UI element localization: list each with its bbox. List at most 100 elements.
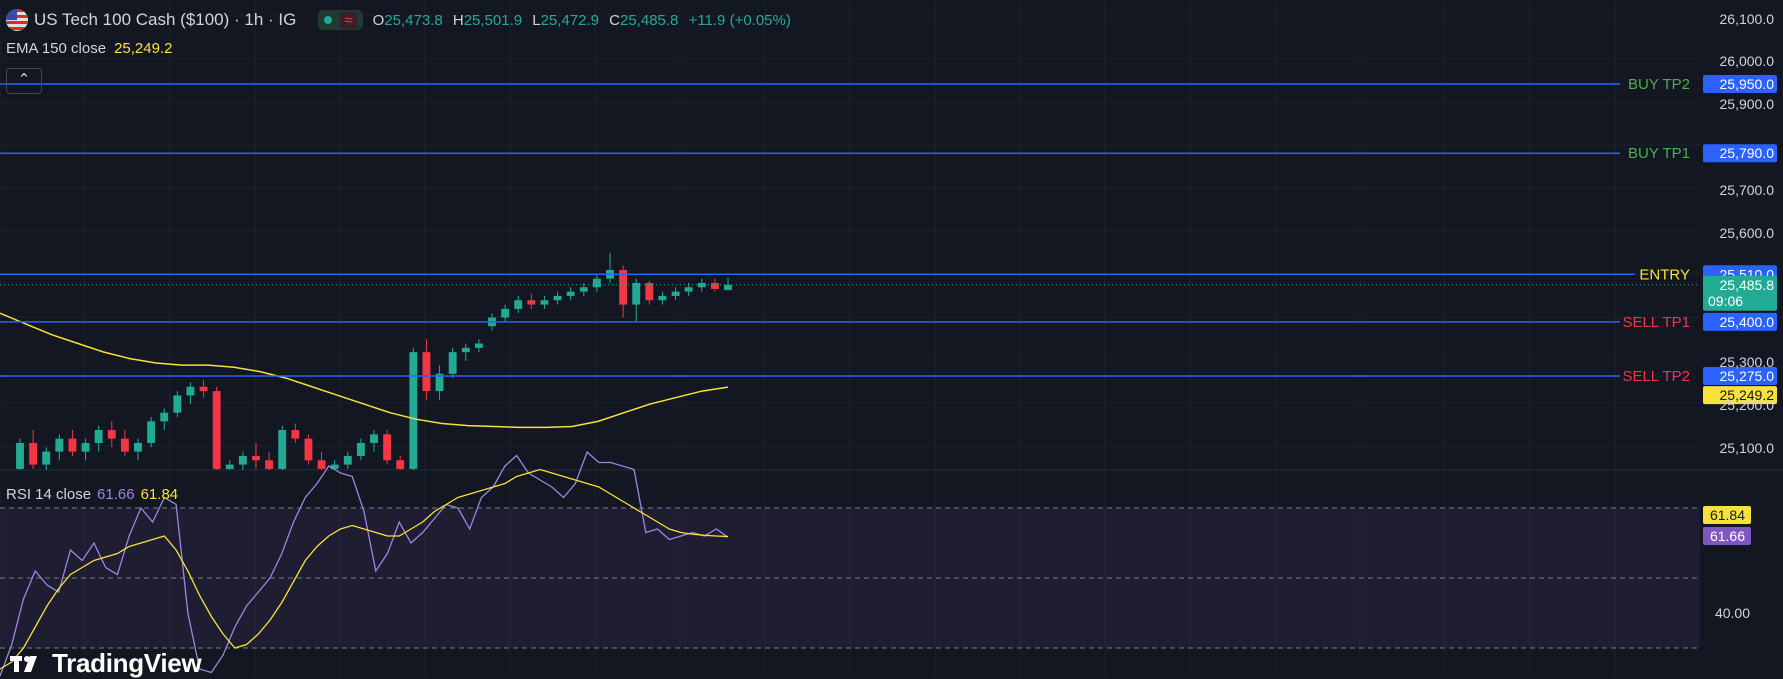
countdown-label: 09:06 bbox=[1708, 293, 1743, 309]
collapse-legend-button[interactable]: ⌃ bbox=[6, 68, 42, 94]
wave-icon: ≈ bbox=[340, 11, 357, 29]
brand-name: TradingView bbox=[52, 648, 202, 678]
price-axis-tick: 25,300.0 bbox=[1720, 354, 1775, 370]
candle-body bbox=[514, 300, 523, 309]
rsi-value-tag-label: 61.84 bbox=[1710, 507, 1745, 523]
candle-body bbox=[225, 464, 234, 469]
candle-body bbox=[645, 282, 654, 301]
rsi-value: 61.66 bbox=[97, 486, 135, 503]
candle-body bbox=[370, 434, 378, 443]
price-axis-tick: 25,100.0 bbox=[1720, 440, 1775, 456]
candle-body bbox=[396, 460, 405, 469]
candle-body bbox=[527, 300, 536, 305]
candle-body bbox=[265, 460, 274, 469]
candle-body bbox=[409, 352, 418, 469]
candle-body bbox=[291, 430, 300, 439]
candle-body bbox=[68, 438, 77, 452]
ema-legend[interactable]: EMA 150 close 25,249.2 bbox=[6, 40, 172, 57]
candle-body bbox=[94, 430, 103, 443]
candle-body bbox=[278, 430, 287, 469]
price-tag bbox=[1703, 366, 1777, 385]
candles-group bbox=[16, 252, 732, 470]
market-open-dot-icon bbox=[324, 16, 333, 24]
candle-body bbox=[383, 434, 392, 461]
candle-body bbox=[55, 438, 64, 452]
candle-body bbox=[435, 373, 444, 392]
candle-body bbox=[107, 430, 116, 439]
symbol-header: US Tech 100 Cash ($100) · 1h · IG ≈ O25,… bbox=[6, 9, 791, 31]
ohlc-high: 25,501.9 bbox=[463, 11, 523, 29]
price-tag-label: 25,790.0 bbox=[1720, 145, 1775, 161]
ohlc-change: +11.9 (+0.05%) bbox=[688, 11, 791, 29]
ohlc-close: 25,485.8 bbox=[620, 11, 679, 29]
candle-body bbox=[540, 300, 549, 305]
price-tag-label: 25,275.0 bbox=[1720, 368, 1775, 384]
ema-value: 25,249.2 bbox=[114, 40, 173, 57]
candle-body bbox=[697, 282, 706, 288]
level-label: ENTRY bbox=[1639, 266, 1690, 283]
candle-body bbox=[134, 442, 142, 452]
candle-body bbox=[501, 308, 510, 318]
us-flag-icon bbox=[6, 9, 28, 31]
rsi-ma-line bbox=[0, 468, 729, 670]
candle-body bbox=[356, 442, 365, 456]
candle-body bbox=[710, 282, 719, 290]
price-tag bbox=[1703, 312, 1777, 331]
rsi-axis-tick: 40.00 bbox=[1715, 605, 1750, 621]
price-axis-tick: 26,000.0 bbox=[1720, 53, 1775, 69]
candle-body bbox=[724, 284, 732, 290]
ohlc-low: 25,472.9 bbox=[540, 11, 599, 29]
candle-body bbox=[16, 442, 24, 469]
price-tag bbox=[1703, 75, 1777, 93]
candle-body bbox=[684, 287, 693, 292]
price-axis-tick: 25,900.0 bbox=[1720, 96, 1775, 112]
ema-label: EMA 150 close bbox=[6, 40, 107, 57]
rsi-value-tag bbox=[1703, 506, 1751, 524]
candle-body bbox=[42, 451, 51, 465]
level-label: BUY TP1 bbox=[1628, 145, 1690, 162]
candle-body bbox=[317, 460, 326, 469]
candle-body bbox=[553, 295, 562, 301]
ema-line bbox=[0, 312, 729, 429]
candle-body bbox=[579, 287, 588, 292]
price-tag-label: 25,950.0 bbox=[1720, 76, 1775, 92]
candle-body bbox=[461, 347, 470, 353]
price-axis-tick: 25,200.0 bbox=[1720, 397, 1775, 413]
rsi-value-tag-label: 61.66 bbox=[1710, 528, 1745, 544]
rsi-ma-value: 61.84 bbox=[140, 486, 179, 503]
ema-price-tag bbox=[1703, 386, 1777, 405]
candle-body bbox=[252, 455, 260, 461]
symbol-title[interactable]: US Tech 100 Cash ($100) · 1h · IG bbox=[34, 10, 297, 29]
rsi-line bbox=[0, 450, 729, 677]
candle-body bbox=[199, 386, 208, 392]
rsi-legend[interactable]: RSI 14 close 61.66 61.84 bbox=[6, 486, 178, 503]
ema-price-tag-label: 25,249.2 bbox=[1720, 387, 1775, 403]
candle-body bbox=[186, 386, 195, 396]
tradingview-logo[interactable]: TradingView bbox=[10, 648, 202, 679]
candle-body bbox=[632, 282, 641, 305]
candle-body bbox=[304, 438, 313, 461]
candle-body bbox=[474, 343, 483, 348]
price-axis-tick: 26,100.0 bbox=[1720, 11, 1775, 27]
price-axis-tick: 25,600.0 bbox=[1720, 225, 1775, 241]
candle-body bbox=[592, 278, 601, 288]
candle-body bbox=[566, 291, 575, 296]
candle-body bbox=[147, 421, 156, 443]
candle-body bbox=[120, 438, 129, 452]
rsi-label: RSI 14 close bbox=[6, 486, 92, 503]
candle-body bbox=[343, 455, 352, 465]
candle-body bbox=[330, 464, 339, 469]
candle-body bbox=[658, 295, 667, 301]
market-status[interactable]: ≈ bbox=[318, 10, 363, 30]
ohlc-readout: O25,473.8 H25,501.9 L25,472.9 C25,485.8 … bbox=[372, 11, 791, 29]
candle-body bbox=[173, 395, 182, 413]
candle-body bbox=[238, 455, 247, 465]
tradingview-logo-icon bbox=[10, 655, 37, 672]
candle-body bbox=[422, 352, 431, 392]
current-price-tag bbox=[1703, 275, 1777, 311]
price-axis-tick: 25,700.0 bbox=[1720, 182, 1775, 198]
candle-body bbox=[448, 352, 457, 374]
candle-body bbox=[619, 269, 628, 305]
price-tag bbox=[1703, 144, 1777, 163]
